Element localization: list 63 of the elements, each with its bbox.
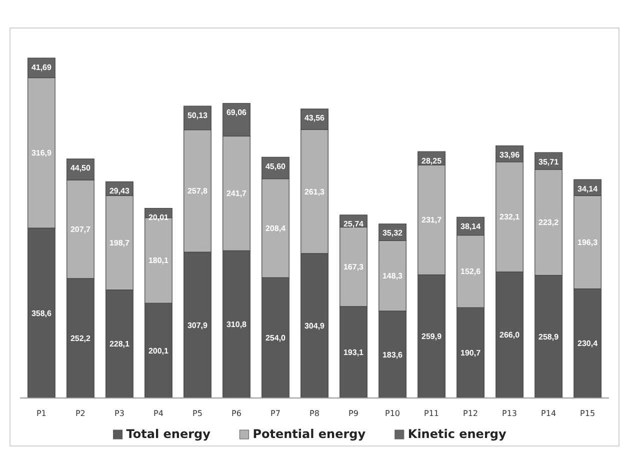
data-label: 20,01 <box>148 213 170 222</box>
data-label: 35,71 <box>538 157 560 166</box>
x-tick-label: P2 <box>76 409 86 418</box>
data-label: 223,2 <box>538 218 560 228</box>
legend-label: Total energy <box>126 427 211 441</box>
data-label: 33,96 <box>500 150 520 160</box>
data-label: 45,60 <box>265 162 286 171</box>
data-label: 38,14 <box>460 222 482 231</box>
data-label: 230,4 <box>578 339 598 348</box>
data-label: 190,7 <box>460 348 482 358</box>
data-label: 180,1 <box>148 256 170 266</box>
data-label: 152,6 <box>460 267 482 276</box>
x-tick-label: P9 <box>348 409 358 418</box>
x-tick-label: P3 <box>114 409 124 418</box>
data-label: 266,0 <box>500 330 520 340</box>
data-label: 148,3 <box>382 272 404 281</box>
data-label: 41,69 <box>31 62 52 72</box>
data-label: 196,3 <box>578 238 598 248</box>
x-tick-label: P4 <box>154 409 164 418</box>
data-label: 310,8 <box>226 320 248 330</box>
x-tick-label: P6 <box>232 409 242 418</box>
data-label: 231,7 <box>422 216 442 225</box>
x-tick-label: P5 <box>192 409 202 418</box>
data-label: 29,43 <box>109 186 130 196</box>
x-tick-label: P11 <box>424 409 440 418</box>
legend-label: Kinetic energy <box>408 427 506 441</box>
data-label: 316,9 <box>31 148 52 158</box>
data-label: 241,7 <box>226 189 248 198</box>
data-label: 208,4 <box>265 224 286 233</box>
x-tick-label: P7 <box>270 409 280 418</box>
data-label: 69,06 <box>226 108 248 118</box>
data-label: 252,2 <box>70 334 92 344</box>
data-label: 43,56 <box>304 114 326 123</box>
data-label: 207,7 <box>70 225 92 234</box>
data-label: 228,1 <box>109 340 130 349</box>
data-label: 28,25 <box>422 156 442 166</box>
x-tick-label: P15 <box>580 409 596 418</box>
x-tick-label: P1 <box>36 409 46 418</box>
data-label: 50,13 <box>187 110 208 120</box>
data-label: 304,9 <box>304 322 326 331</box>
x-tick-label: P8 <box>310 409 320 418</box>
x-tick-label: P10 <box>385 409 400 418</box>
data-label: 34,14 <box>578 184 598 194</box>
data-label: 258,9 <box>538 332 560 342</box>
x-tick-label: P14 <box>541 409 556 418</box>
data-label: 183,6 <box>382 350 404 360</box>
x-tick-label: P13 <box>502 409 518 418</box>
data-label: 232,1 <box>500 212 520 222</box>
data-label: 35,32 <box>382 228 404 238</box>
data-label: 25,74 <box>343 220 364 229</box>
data-label: 167,3 <box>343 262 364 272</box>
data-label: 254,0 <box>265 334 286 343</box>
data-label: 198,7 <box>109 238 130 248</box>
data-label: 44,50 <box>70 164 92 173</box>
data-label: 200,1 <box>148 346 170 356</box>
data-label: 193,1 <box>343 348 364 358</box>
x-tick-label: P12 <box>463 409 478 418</box>
data-label: 261,3 <box>304 187 326 196</box>
data-label: 257,8 <box>187 186 208 196</box>
legend-label: Potential energy <box>252 427 366 441</box>
data-label: 358,6 <box>31 308 52 318</box>
data-label: 307,9 <box>187 320 208 330</box>
data-label: 259,9 <box>422 332 442 342</box>
